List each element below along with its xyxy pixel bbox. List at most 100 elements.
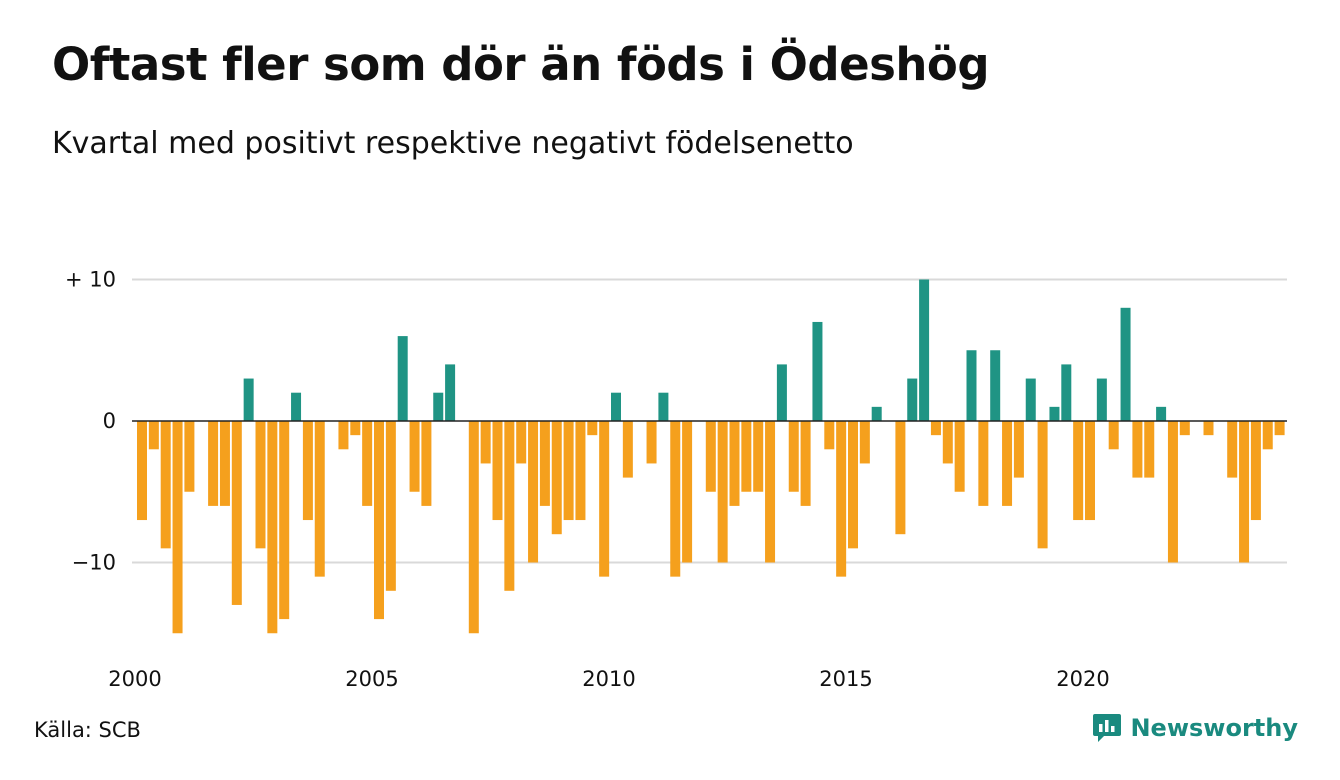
bar-negative	[682, 421, 693, 563]
bar-positive	[1049, 406, 1060, 421]
bar-positive	[397, 336, 408, 421]
bar-negative	[374, 421, 384, 620]
bar-negative	[741, 421, 752, 492]
bar-negative	[1013, 421, 1024, 478]
bar-negative	[587, 421, 598, 436]
bar-negative	[1239, 421, 1250, 563]
bar-negative	[1108, 421, 1119, 450]
bar-negative	[859, 421, 870, 464]
bar-negative	[930, 421, 941, 436]
bar-negative	[1132, 421, 1143, 478]
bar-series	[137, 279, 1285, 634]
chart-title: Oftast fler som dör än föds i Ödeshög	[52, 38, 990, 91]
bar-negative	[480, 421, 491, 464]
bar-positive	[871, 406, 882, 421]
x-axis-labels: 2000 2005 2010 2015 2020	[108, 667, 1109, 691]
bar-negative	[1167, 421, 1178, 563]
bar-negative	[800, 421, 811, 506]
bar-negative	[302, 421, 313, 521]
bar-negative	[528, 421, 539, 563]
bar-positive	[445, 364, 456, 421]
bar-negative	[1227, 421, 1238, 478]
bar-positive	[966, 350, 977, 421]
bar-negative	[729, 421, 740, 506]
bar-positive	[243, 378, 254, 421]
bar-negative	[753, 421, 764, 492]
bar-negative	[954, 421, 965, 492]
chart-subtitle: Kvartal med positivt respektive negativt…	[52, 126, 854, 161]
bar-negative	[978, 421, 989, 506]
bar-negative	[172, 421, 183, 634]
bar-negative	[385, 421, 396, 591]
bar-negative	[942, 421, 953, 464]
y-tick-label: −10	[72, 551, 116, 575]
bar-negative	[765, 421, 776, 563]
bar-positive	[611, 392, 621, 421]
bar-negative	[492, 421, 503, 521]
x-tick-label: 2010	[582, 667, 635, 691]
bar-negative	[836, 421, 847, 577]
bar-positive	[776, 364, 787, 421]
bar-positive	[1156, 406, 1167, 421]
bar-negative	[516, 421, 527, 464]
bar-negative	[670, 421, 681, 577]
bar-negative	[160, 421, 171, 549]
bar-chart: + 10 0 −10 2000 2005 2010 2015 2020	[65, 268, 1287, 691]
bar-negative	[231, 421, 242, 605]
bar-positive	[658, 392, 669, 421]
newsworthy-logo-icon	[1093, 714, 1122, 742]
source-note: Källa: SCB	[34, 718, 141, 742]
bar-negative	[563, 421, 574, 521]
bar-negative	[551, 421, 562, 535]
bar-negative	[255, 421, 266, 549]
bar-positive	[1025, 378, 1036, 421]
bar-positive	[812, 321, 823, 421]
bar-negative	[468, 421, 479, 634]
bar-negative	[1262, 421, 1273, 450]
bar-negative	[1179, 421, 1190, 436]
bar-negative	[705, 421, 716, 492]
bar-negative	[504, 421, 515, 591]
bar-negative	[622, 421, 633, 478]
bar-negative	[717, 421, 728, 563]
bar-positive	[919, 279, 930, 421]
bar-negative	[208, 421, 219, 506]
bar-positive	[1061, 364, 1072, 421]
bar-positive	[1096, 378, 1107, 421]
bar-negative	[575, 421, 586, 521]
x-tick-label: 2005	[345, 667, 398, 691]
y-axis-labels: + 10 0 −10	[65, 268, 116, 575]
bar-positive	[907, 378, 918, 421]
bar-positive	[990, 350, 1001, 421]
bar-negative	[1073, 421, 1084, 521]
bar-negative	[1144, 421, 1155, 478]
bar-negative	[279, 421, 290, 620]
bar-negative	[1085, 421, 1095, 521]
brand-logo[interactable]: Newsworthy	[1092, 712, 1298, 744]
bar-negative	[219, 421, 230, 506]
bar-negative	[409, 421, 420, 492]
bar-negative	[824, 421, 835, 450]
x-tick-label: 2020	[1056, 667, 1109, 691]
bar-positive	[433, 392, 444, 421]
y-tick-label: 0	[103, 409, 116, 433]
bar-negative	[184, 421, 195, 492]
bar-negative	[267, 421, 278, 634]
bar-negative	[1037, 421, 1048, 549]
bar-negative	[599, 421, 610, 577]
bar-negative	[421, 421, 432, 506]
x-tick-label: 2015	[819, 667, 872, 691]
bar-negative	[848, 421, 858, 549]
bar-positive	[1120, 307, 1131, 421]
bar-negative	[895, 421, 906, 535]
y-tick-label: + 10	[65, 268, 116, 292]
bar-negative	[1203, 421, 1214, 436]
bar-negative	[646, 421, 657, 464]
bar-positive	[291, 392, 302, 421]
bar-negative	[362, 421, 373, 506]
bar-negative	[137, 421, 147, 521]
bar-negative	[148, 421, 159, 450]
bar-negative	[350, 421, 361, 436]
bar-negative	[1002, 421, 1013, 506]
x-tick-label: 2000	[108, 667, 161, 691]
